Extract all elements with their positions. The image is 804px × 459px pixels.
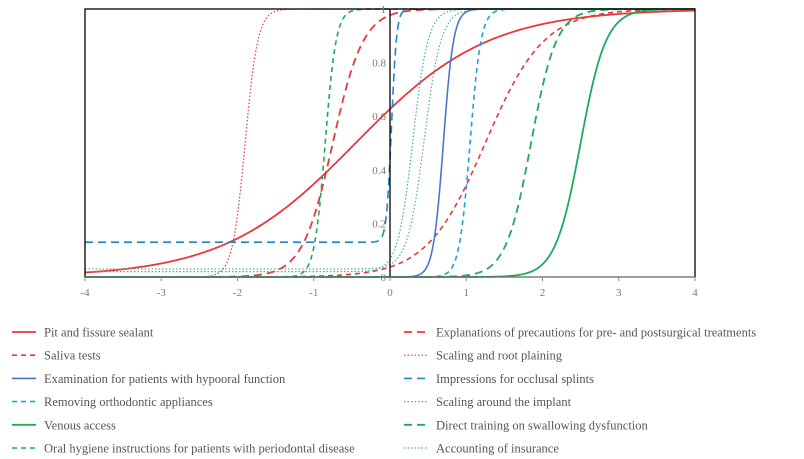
legend-label: Examination for patients with hypooral f… <box>44 372 286 386</box>
legend-label: Removing orthodontic appliances <box>44 395 213 409</box>
y-tick-label: 0.6 <box>372 111 386 123</box>
legend-label: Explanations of precautions for pre- and… <box>436 326 756 340</box>
x-tick-label: -4 <box>80 287 90 299</box>
legend-label: Accounting of insurance <box>436 442 559 456</box>
legend-label: Saliva tests <box>44 349 101 363</box>
x-tick-label: 4 <box>692 287 698 299</box>
legend-label: Direct training on swallowing dysfunctio… <box>436 418 649 432</box>
legend-label: Pit and fissure sealant <box>44 326 154 340</box>
y-tick-label: 0 <box>381 272 387 284</box>
y-tick-label: 0.8 <box>372 58 386 70</box>
y-tick-label: 0.4 <box>372 165 386 177</box>
x-tick-label: 3 <box>616 287 622 299</box>
legend: Pit and fissure sealant Explanations of p… <box>12 326 756 456</box>
x-tick-label: -1 <box>309 287 318 299</box>
y-tick-label: 1 <box>381 4 387 16</box>
x-tick-label: 0 <box>387 287 393 299</box>
x-tick-label: 2 <box>540 287 546 299</box>
tick-labels: -4 -3 -2 -1 0 1 2 3 4 0 0.2 0.4 0.6 0.8 1 <box>80 4 698 299</box>
y-tick-label: 0.2 <box>372 218 386 230</box>
x-tick-label: 1 <box>464 287 470 299</box>
legend-label: Scaling and root plaining <box>436 349 563 363</box>
legend-label: Oral hygiene instructions for patients w… <box>44 442 355 456</box>
legend-label: Impressions for occlusal splints <box>436 372 594 386</box>
legend-label: Venous access <box>44 418 116 432</box>
x-tick-label: -3 <box>157 287 167 299</box>
x-tick-label: -2 <box>233 287 242 299</box>
legend-label: Scaling around the implant <box>436 395 572 409</box>
